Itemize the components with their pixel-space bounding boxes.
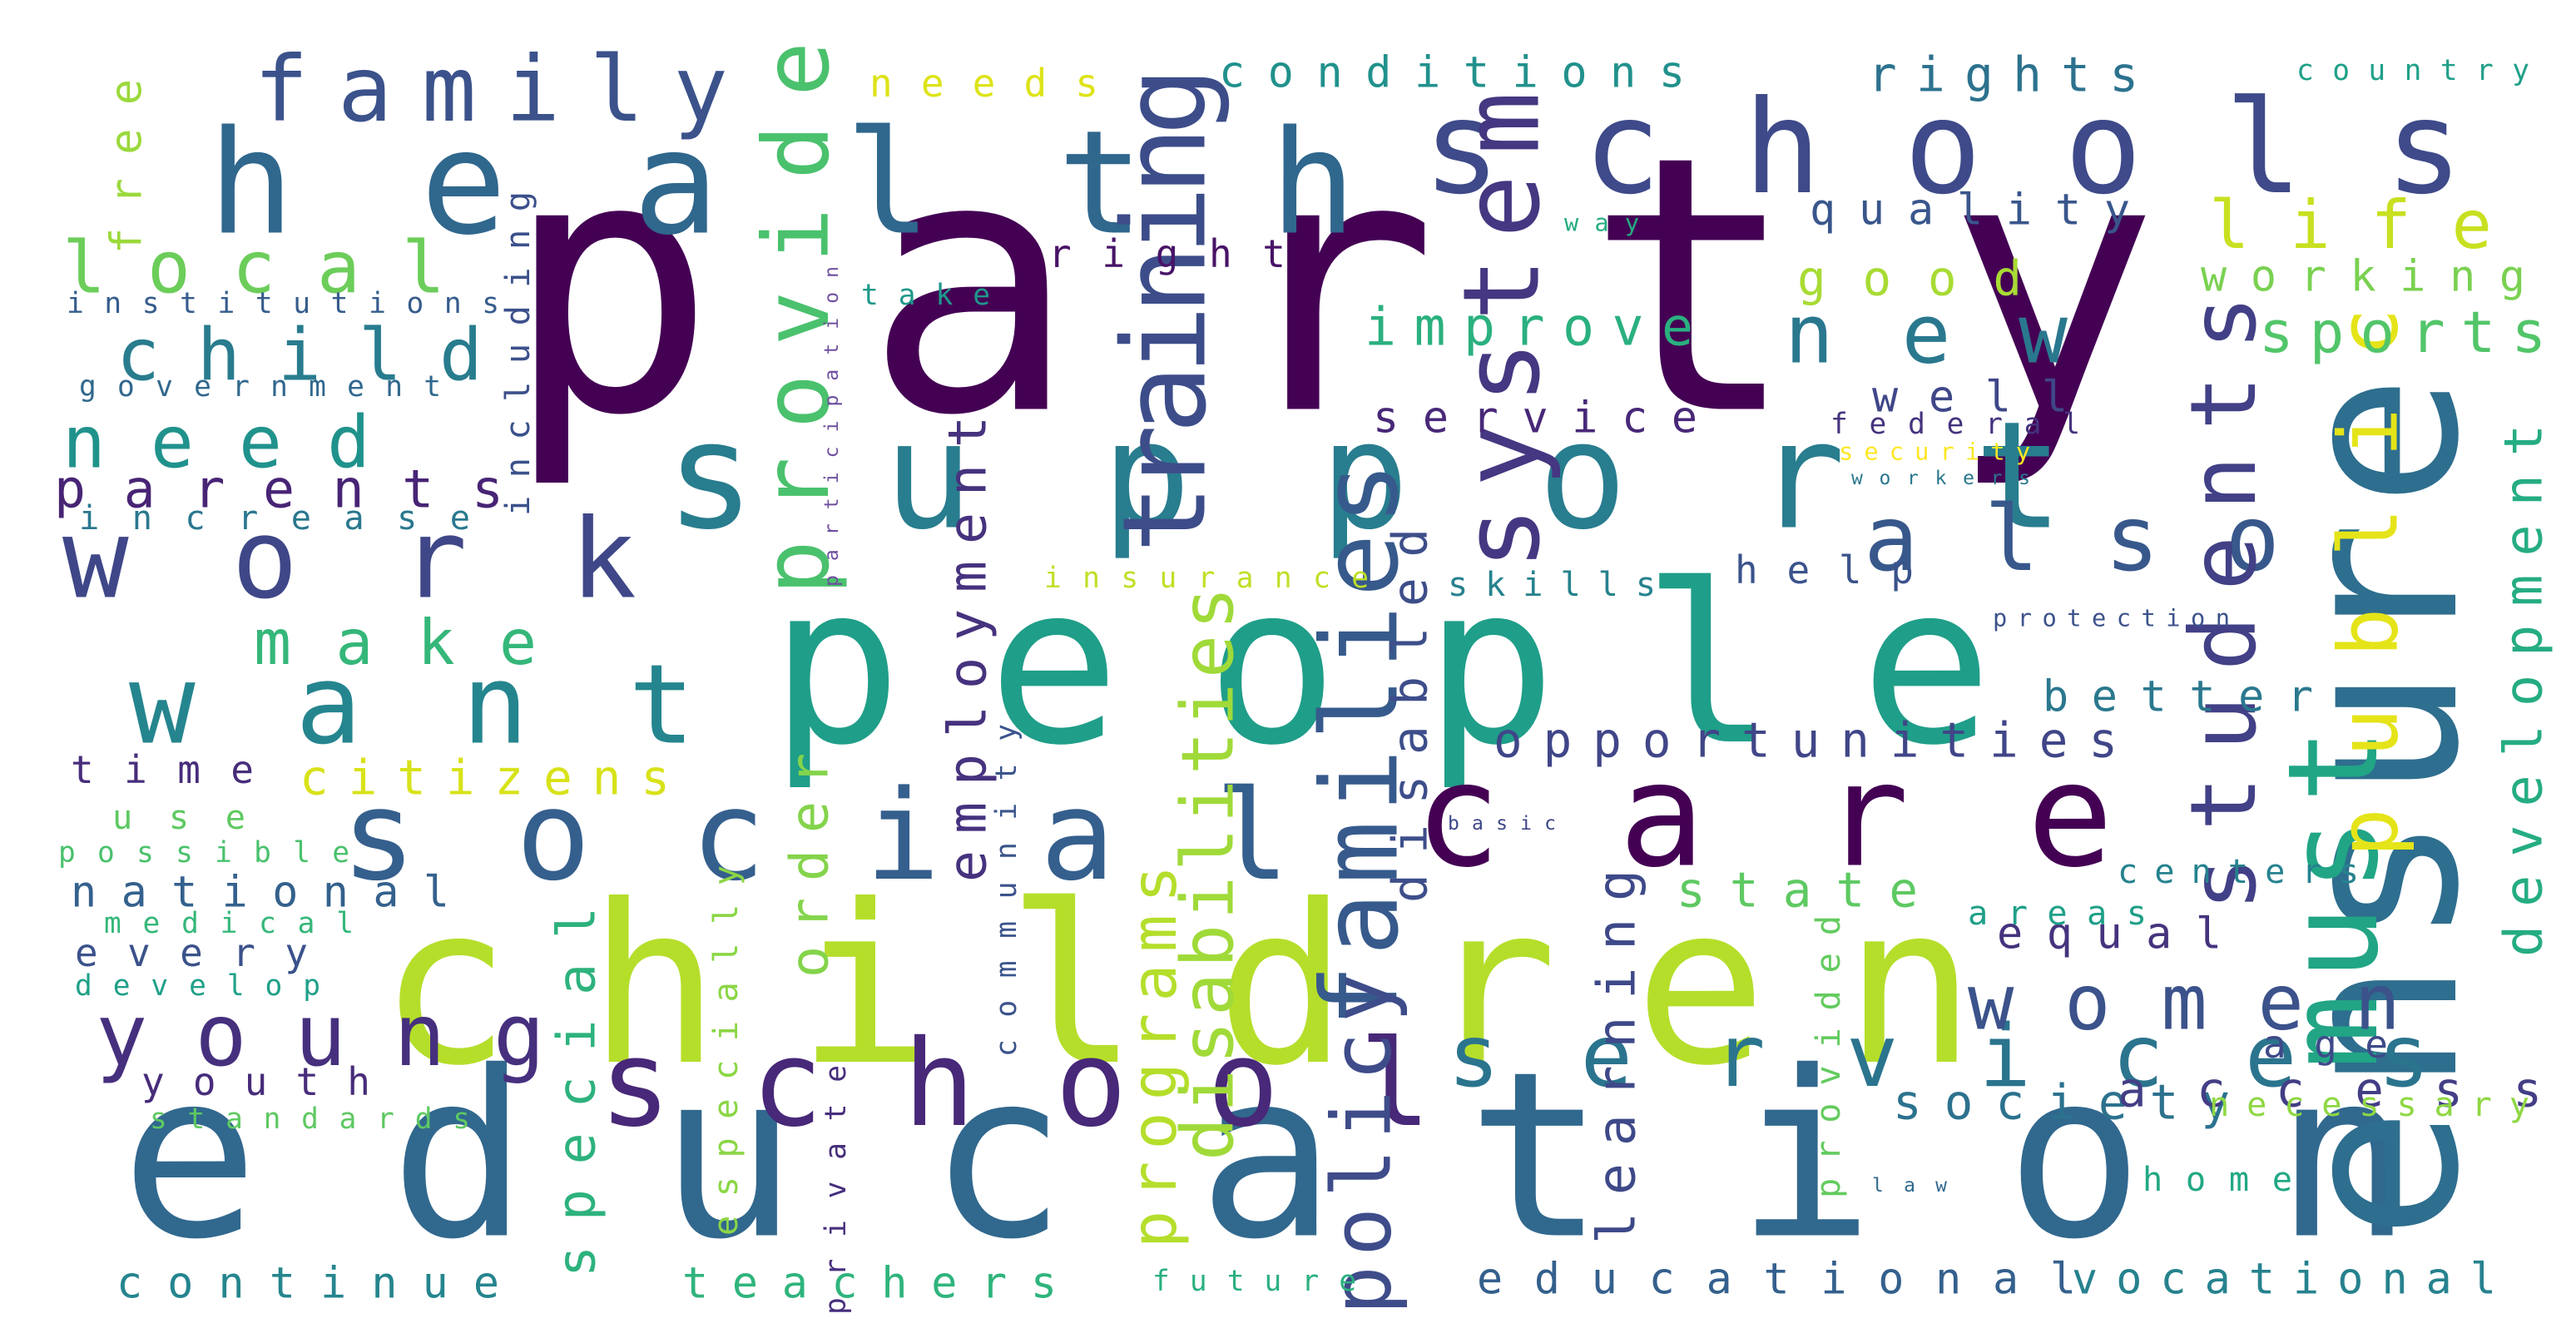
cloud-word-law: law <box>1872 1175 1947 1197</box>
cloud-word-quality: quality <box>1810 186 2130 235</box>
cloud-word-special: special <box>546 907 607 1277</box>
cloud-word-community: community <box>990 724 1023 1057</box>
cloud-word-use: use <box>112 798 245 837</box>
cloud-word-development: development <box>2493 424 2554 957</box>
cloud-word-insurance: insurance <box>1044 562 1369 595</box>
cloud-word-country: country <box>2296 54 2529 87</box>
cloud-word-education: education <box>121 1023 2413 1291</box>
cloud-word-way: way <box>1564 209 1639 237</box>
cloud-word-standards: standards <box>150 1103 470 1136</box>
cloud-word-develop: develop <box>75 969 320 1003</box>
cloud-word-federal: federal <box>1830 408 2080 441</box>
cloud-word-necessary: necessary <box>2209 1085 2529 1124</box>
cloud-word-medical: medical <box>104 907 354 940</box>
cloud-word-private: private <box>820 1065 853 1315</box>
cloud-word-service: service <box>1373 394 1697 444</box>
cloud-word-schools: schools <box>1423 72 2463 223</box>
cloud-word-opportunities: opportunities <box>1494 713 2118 769</box>
cloud-word-including: including <box>498 191 537 516</box>
cloud-word-improve: improve <box>1365 296 1693 358</box>
cloud-word-working: working <box>2201 252 2525 302</box>
cloud-word-participation: participation <box>821 266 843 587</box>
cloud-word-new: new <box>1785 288 2068 383</box>
cloud-word-society: society <box>1893 1075 2230 1131</box>
cloud-word-provide: provide <box>744 42 850 595</box>
cloud-word-training: training <box>1098 67 1232 553</box>
cloud-word-parents: parents <box>54 458 503 520</box>
cloud-word-support: support <box>666 390 2063 563</box>
cloud-word-workers: workers <box>1851 468 2030 489</box>
cloud-word-centers: centers <box>2118 852 2359 891</box>
cloud-word-age: age <box>2263 1022 2388 1067</box>
